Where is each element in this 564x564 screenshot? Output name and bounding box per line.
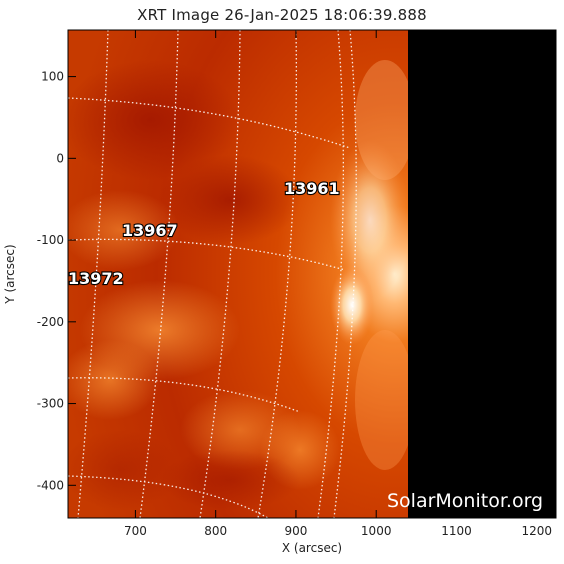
- region-label-13961: 13961: [284, 179, 340, 198]
- x-tick-label: 900: [284, 524, 307, 538]
- region-label-13972: 13972: [68, 269, 124, 288]
- x-tick-label: 1100: [441, 524, 472, 538]
- x-tick-label: 800: [204, 524, 227, 538]
- y-axis: 100 0 -100 -200 -300 -400: [37, 70, 556, 492]
- x-tick-label: 700: [124, 524, 147, 538]
- x-tick-label: 1200: [521, 524, 552, 538]
- y-tick-label: -300: [37, 397, 64, 411]
- y-tick-label: -200: [37, 315, 64, 329]
- x-axis: 700 800 900 1000 1100 1200: [124, 30, 552, 538]
- plot-frame: [67, 29, 557, 519]
- image-title: XRT Image 26-Jan-2025 18:06:39.888: [137, 6, 427, 24]
- y-tick-label: -400: [37, 478, 64, 492]
- x-tick-label: 1000: [361, 524, 392, 538]
- y-axis-title: Y (arcsec): [3, 244, 17, 304]
- y-tick-label: -100: [37, 233, 64, 247]
- y-tick-label: 100: [41, 70, 64, 84]
- y-tick-label: 0: [56, 151, 64, 165]
- heliographic-grid: [68, 30, 357, 518]
- space-background: [408, 30, 556, 518]
- watermark-text: SolarMonitor.org: [387, 490, 543, 512]
- solar-disk-image: [68, 30, 408, 518]
- x-axis-title: X (arcsec): [282, 541, 342, 555]
- region-label-13967: 13967: [122, 221, 178, 240]
